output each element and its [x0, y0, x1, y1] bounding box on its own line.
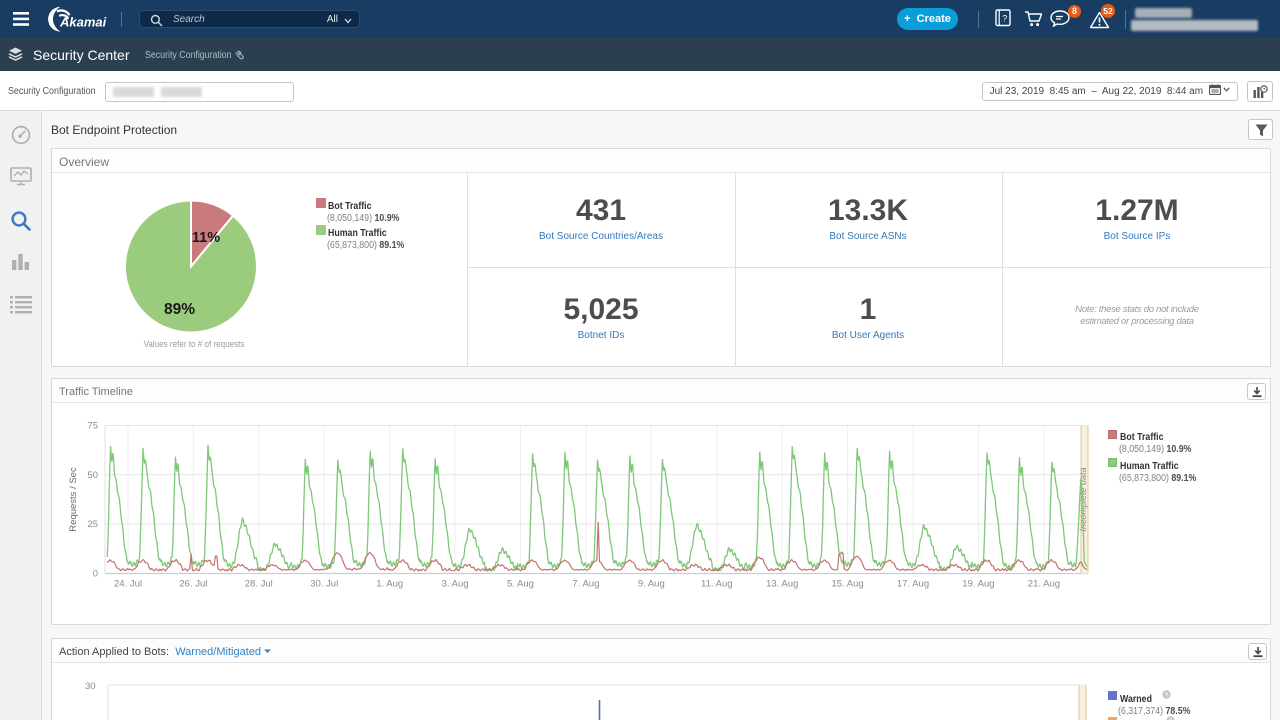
svg-text:17. Aug: 17. Aug	[897, 579, 929, 590]
svg-text:28. Jul: 28. Jul	[245, 579, 273, 590]
svg-text:89%: 89%	[164, 301, 195, 318]
svg-text:21. Aug: 21. Aug	[1028, 579, 1060, 590]
svg-text:24. Jul: 24. Jul	[114, 579, 142, 590]
svg-text:3. Aug: 3. Aug	[442, 579, 469, 590]
svg-text:1. Aug: 1. Aug	[376, 579, 403, 590]
svg-text:Requests / Sec: Requests / Sec	[68, 467, 79, 532]
svg-text:19. Aug: 19. Aug	[962, 579, 994, 590]
svg-text:75: 75	[87, 421, 98, 432]
svg-text:15. Aug: 15. Aug	[831, 579, 863, 590]
svg-text:0: 0	[93, 569, 98, 580]
svg-text:?: ?	[1165, 692, 1169, 699]
svg-text:5. Aug: 5. Aug	[507, 579, 534, 590]
svg-text:30. Jul: 30. Jul	[310, 579, 338, 590]
svg-text:11. Aug: 11. Aug	[701, 579, 733, 590]
svg-text:50: 50	[87, 470, 98, 481]
svg-text:11%: 11%	[192, 230, 220, 246]
svg-text:26. Jul: 26. Jul	[179, 579, 207, 590]
svg-text:7. Aug: 7. Aug	[572, 579, 599, 590]
svg-text:9. Aug: 9. Aug	[638, 579, 665, 590]
svg-text:13. Aug: 13. Aug	[766, 579, 798, 590]
svg-text:Akamai: Akamai	[59, 15, 107, 30]
svg-text:25: 25	[87, 519, 98, 530]
svg-text:?: ?	[1002, 14, 1007, 24]
svg-text:?: ?	[1169, 718, 1173, 720]
